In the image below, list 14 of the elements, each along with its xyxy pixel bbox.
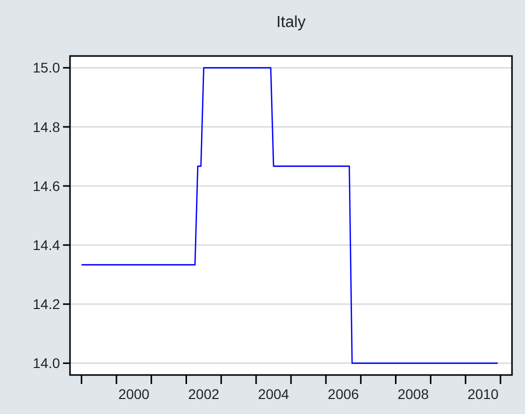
y-tick-label: 14.4 — [32, 236, 60, 253]
x-tick-label: 2010 — [467, 386, 499, 402]
y-tick-label: 14.6 — [32, 178, 60, 194]
chart-title: Italy — [276, 14, 306, 31]
y-tick-label: 14.0 — [32, 355, 60, 372]
x-tick-label: 2002 — [188, 386, 220, 402]
x-tick-label: 2008 — [398, 386, 429, 402]
line-series — [80, 67, 498, 364]
x-tick-label: 2006 — [328, 386, 360, 402]
y-tick-label: 14.8 — [32, 118, 60, 135]
x-tick-label: 2000 — [118, 386, 150, 402]
x-tick-label: 2004 — [258, 386, 290, 402]
y-tick-label: 14.2 — [32, 296, 60, 312]
y-tick-label: 15.0 — [32, 60, 60, 76]
